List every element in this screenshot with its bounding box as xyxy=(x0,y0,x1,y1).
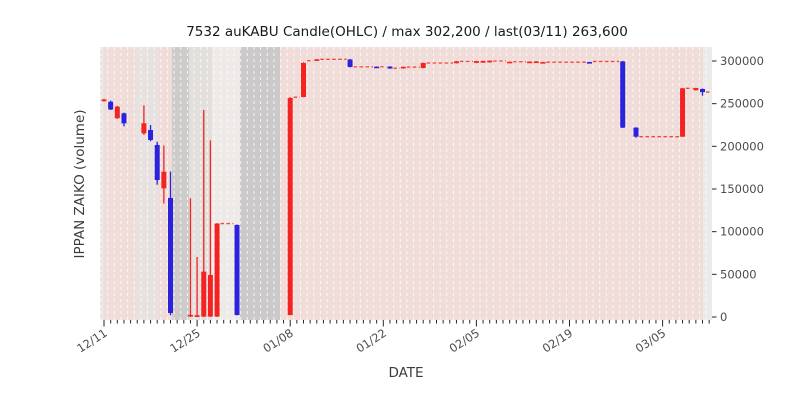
candle-body xyxy=(114,106,120,119)
candle-body xyxy=(194,315,200,317)
candle-body xyxy=(693,88,699,91)
candle-body xyxy=(620,61,626,128)
candle-body xyxy=(680,88,686,137)
candle-body xyxy=(287,97,293,316)
candle-body xyxy=(301,62,306,98)
y-tick-label: 200000 xyxy=(720,139,764,153)
x-tick-label: 03/05 xyxy=(633,326,668,356)
candle-body xyxy=(161,171,167,189)
no-data-band xyxy=(136,47,158,320)
y-tick-label: 100000 xyxy=(720,225,764,239)
y-tick-label: 0 xyxy=(720,310,727,324)
candle-body xyxy=(187,314,193,317)
no-data-band xyxy=(703,47,712,320)
candle-body xyxy=(201,271,207,317)
y-axis: 0 50000 100000 150000 200000 250000 300000 xyxy=(712,54,764,324)
candle-body xyxy=(108,101,114,110)
candle-body xyxy=(540,62,546,64)
no-data-band xyxy=(172,47,189,320)
x-tick-label: 02/19 xyxy=(540,326,575,356)
chart-title: 7532 auKABU Candle(OHLC) / max 302,200 /… xyxy=(186,24,628,40)
x-tick-label: 12/11 xyxy=(74,326,109,356)
candle-body xyxy=(148,130,154,141)
y-tick-label: 250000 xyxy=(720,97,764,111)
no-data-band xyxy=(100,47,104,320)
x-tick-label: 02/05 xyxy=(447,326,482,356)
x-tick-label: 12/25 xyxy=(167,326,202,356)
candle-body xyxy=(387,66,393,69)
candle-body xyxy=(347,59,353,67)
x-tick-label: 01/22 xyxy=(354,326,389,356)
candle-body xyxy=(480,60,486,63)
candle-series xyxy=(101,58,712,317)
candle-body xyxy=(234,225,240,316)
candle-body xyxy=(400,66,406,69)
y-tick-label: 300000 xyxy=(720,54,764,68)
candle-body xyxy=(154,144,160,181)
candle-body xyxy=(168,197,173,313)
no-data-band xyxy=(240,47,280,320)
candle-body xyxy=(101,99,107,102)
candle-body xyxy=(533,61,539,64)
candle-body xyxy=(420,62,426,68)
candle-body xyxy=(207,275,213,317)
candle-body xyxy=(121,113,127,124)
candle-body xyxy=(527,61,533,64)
candle-body xyxy=(314,59,320,61)
no-data-band xyxy=(189,47,212,320)
candle-body xyxy=(141,123,147,134)
y-tick-label: 150000 xyxy=(720,182,764,196)
candle-body xyxy=(374,66,380,69)
candle-body xyxy=(633,127,639,137)
y-tick-label: 50000 xyxy=(720,267,757,281)
candle-body xyxy=(453,61,459,64)
candle-body xyxy=(487,60,493,63)
candle-body xyxy=(214,223,220,317)
candle-body xyxy=(507,61,513,64)
x-axis-label: DATE xyxy=(388,365,423,381)
candle-body xyxy=(700,88,705,93)
x-axis: 12/11 12/25 01/08 01/22 02/05 02/19 03/05 xyxy=(74,320,710,356)
x-tick-label: 01/08 xyxy=(260,326,295,356)
candle-body xyxy=(473,61,479,63)
candle-body xyxy=(586,62,592,64)
y-axis-label: IPPAN ZAIKO (volume) xyxy=(72,109,88,258)
